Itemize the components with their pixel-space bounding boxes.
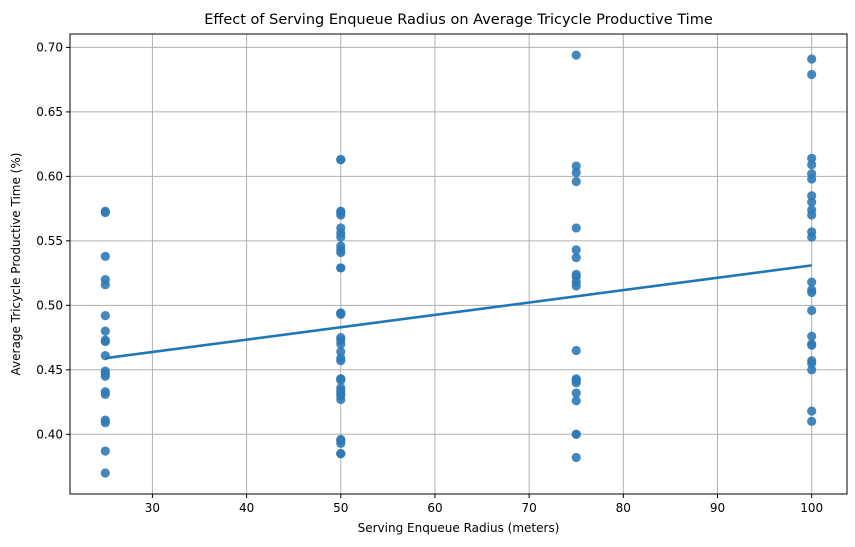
data-point (336, 210, 346, 220)
x-tick-label: 60 (427, 501, 442, 515)
data-point (807, 160, 817, 170)
x-tick-label: 40 (239, 501, 254, 515)
x-tick-label: 80 (616, 501, 631, 515)
data-point (807, 358, 817, 368)
data-point (336, 394, 346, 405)
data-point (100, 336, 110, 347)
data-point (336, 247, 346, 258)
data-point (100, 326, 110, 336)
data-point (807, 416, 817, 426)
plot-frame (69, 33, 848, 495)
x-tick-label: 70 (521, 501, 536, 515)
x-tick-label: 30 (145, 501, 160, 515)
data-point (571, 50, 581, 60)
data-point (336, 375, 346, 385)
data-point (336, 263, 346, 273)
chart-title: Effect of Serving Enqueue Radius on Aver… (204, 12, 713, 28)
x-tick-label: 100 (800, 501, 823, 515)
data-point (807, 174, 817, 184)
data-point (571, 345, 581, 356)
y-tick-label: 0.40 (36, 427, 63, 441)
data-point (336, 232, 346, 242)
data-point (100, 446, 110, 456)
data-point (807, 54, 817, 64)
data-point (807, 340, 817, 350)
data-point (100, 418, 110, 428)
data-point (807, 287, 817, 298)
data-point (807, 191, 817, 201)
data-point (571, 176, 581, 187)
data-point (807, 153, 817, 163)
data-point (807, 210, 817, 220)
x-axis-label: Serving Enqueue Radius (meters) (358, 521, 560, 535)
data-point (336, 438, 346, 448)
data-point (571, 281, 581, 291)
data-point (336, 356, 346, 366)
data-point (571, 161, 581, 171)
scatter-points (100, 50, 817, 478)
data-point (807, 365, 817, 375)
data-point (100, 280, 110, 290)
y-tick-label: 0.55 (36, 234, 63, 248)
data-point (807, 69, 817, 80)
data-point (807, 305, 817, 316)
data-point (571, 167, 581, 178)
data-point (807, 331, 817, 341)
x-tick-label: 50 (333, 501, 348, 515)
data-point (571, 452, 581, 463)
data-point (571, 253, 581, 263)
regression-line-group (105, 264, 812, 360)
y-tick-label: 0.45 (36, 363, 63, 377)
data-point (571, 223, 581, 233)
x-tick-label: 90 (710, 501, 725, 515)
data-point (571, 396, 581, 406)
y-axis-label: Average Tricycle Productive Time (%) (9, 153, 23, 376)
data-point (336, 339, 346, 349)
y-tick-label: 0.50 (36, 298, 63, 312)
data-point (100, 468, 110, 478)
regression-line (105, 264, 812, 360)
y-axis-ticks: 0.40 0.45 0.50 0.55 0.60 0.65 0.70 (36, 40, 70, 441)
x-axis-ticks: 30 40 50 60 70 80 90 100 (145, 494, 823, 515)
y-tick-label: 0.60 (36, 169, 63, 183)
data-point (100, 311, 110, 321)
y-tick-label: 0.65 (36, 105, 63, 119)
data-point (336, 309, 346, 319)
data-point (571, 378, 581, 388)
data-point (100, 371, 110, 381)
data-point (336, 347, 346, 357)
data-point (571, 429, 581, 439)
data-point (807, 277, 817, 287)
y-tick-label: 0.70 (36, 40, 63, 54)
grid-lines (70, 34, 847, 494)
data-point (807, 232, 817, 242)
data-point (571, 388, 581, 398)
data-point (100, 389, 110, 399)
data-point (336, 155, 346, 165)
data-point (807, 406, 817, 416)
data-point (100, 206, 110, 216)
data-point (336, 449, 346, 459)
data-point (807, 197, 817, 207)
data-point (100, 251, 110, 261)
data-point (571, 245, 581, 255)
